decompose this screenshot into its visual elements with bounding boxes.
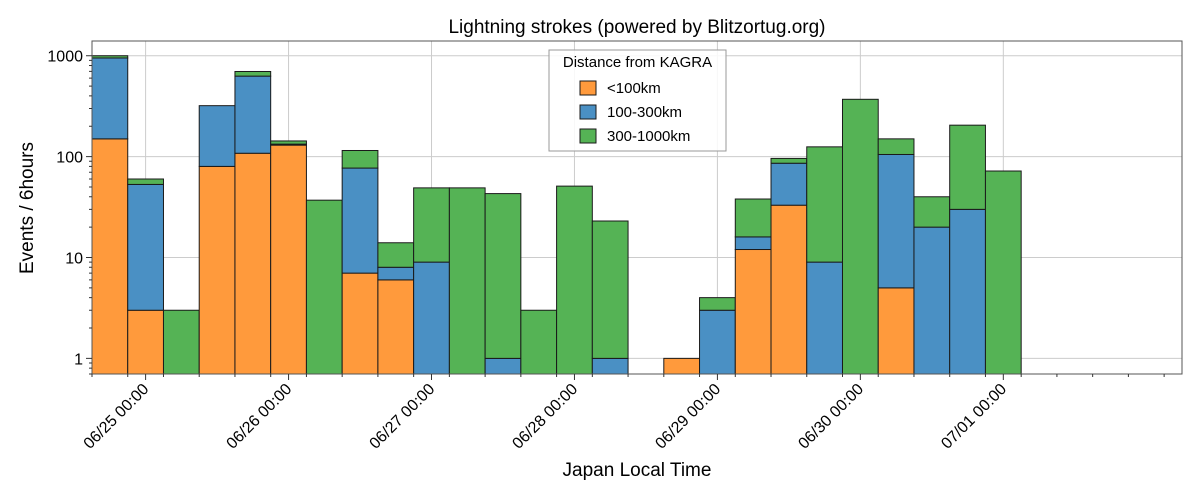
y-tick-label: 100 [56, 150, 83, 167]
bar-segment [949, 124, 986, 210]
bar-segment [591, 220, 629, 359]
bar-segment [984, 170, 1022, 375]
x-tick-label: 06/26 00:00 [224, 381, 296, 453]
bar-segment [877, 287, 915, 375]
bar-segment [234, 152, 272, 375]
legend-swatch [579, 104, 597, 120]
bar-segment [377, 242, 415, 268]
bar-segment [484, 193, 522, 359]
bar-segment [591, 357, 629, 375]
bar-segment [341, 167, 379, 274]
y-axis-label: Events / 6hours [17, 142, 38, 274]
bar-segment [198, 165, 236, 375]
bar-segment [198, 105, 236, 167]
bar-segment [877, 138, 915, 155]
bar-segment [305, 199, 343, 375]
bar-segment [234, 70, 272, 77]
legend-box [548, 49, 727, 152]
bar-segment [91, 55, 129, 59]
bar-segment [806, 146, 843, 263]
bar-segment [448, 187, 486, 375]
bar-segment [377, 266, 415, 281]
x-tick-label: 06/30 00:00 [795, 381, 867, 453]
bar-segment [341, 149, 379, 169]
legend-swatch [579, 80, 597, 96]
bar-segment [734, 198, 772, 238]
legend-swatch [579, 128, 597, 144]
y-tick-label: 10 [65, 250, 83, 267]
bar-segment [949, 208, 986, 375]
bar-segment [734, 236, 772, 251]
bar-segment [520, 309, 558, 375]
x-tick-label: 07/01 00:00 [938, 381, 1010, 453]
bar-segment [913, 196, 951, 228]
bar-segment [270, 144, 307, 375]
legend-title: Distance from KAGRA [563, 54, 712, 71]
x-axis-label: Japan Local Time [563, 460, 712, 481]
bar-segment [484, 357, 522, 375]
bar-segment [341, 272, 379, 375]
bar-segment [413, 261, 450, 375]
bar-segment [770, 204, 808, 375]
x-tick-label: 06/27 00:00 [367, 381, 439, 453]
bar-segment [127, 309, 164, 375]
legend-label: 100-300km [607, 104, 682, 121]
bar-segment [377, 279, 415, 375]
bars [91, 55, 1022, 375]
legend: Distance from KAGRA <100km 100-300km 300-10… [548, 49, 727, 152]
bar-segment [663, 357, 701, 375]
bar-segment [806, 261, 843, 375]
bar-segment [413, 187, 450, 263]
bar-segment [913, 226, 951, 375]
bar-segment [556, 185, 593, 375]
bar-segment [127, 183, 164, 311]
y-tick-label: 1 [74, 351, 83, 368]
bar-segment [770, 157, 808, 164]
x-tick-label: 06/25 00:00 [81, 381, 153, 453]
plot-frame [91, 40, 1183, 375]
bar-segment [877, 153, 915, 289]
bar-segment [699, 309, 736, 375]
x-tick-label: 06/28 00:00 [509, 381, 581, 453]
x-tick-label: 06/29 00:00 [652, 381, 724, 453]
bar-segment [770, 162, 808, 206]
bar-segment [734, 249, 772, 375]
bar-segment [699, 297, 736, 311]
bar-segment [270, 140, 307, 145]
y-tick-label: 1000 [47, 49, 83, 66]
legend-label: 300-1000km [607, 128, 690, 145]
bar-segment [127, 178, 164, 185]
bar-segment [91, 57, 129, 140]
bar-segment [162, 309, 200, 375]
legend-label: <100km [607, 80, 661, 97]
bar-segment [841, 98, 879, 375]
bar-segment [91, 138, 129, 375]
bar-segment [234, 75, 272, 154]
chart-title: Lightning strokes (powered by Blitzortug… [448, 17, 825, 38]
